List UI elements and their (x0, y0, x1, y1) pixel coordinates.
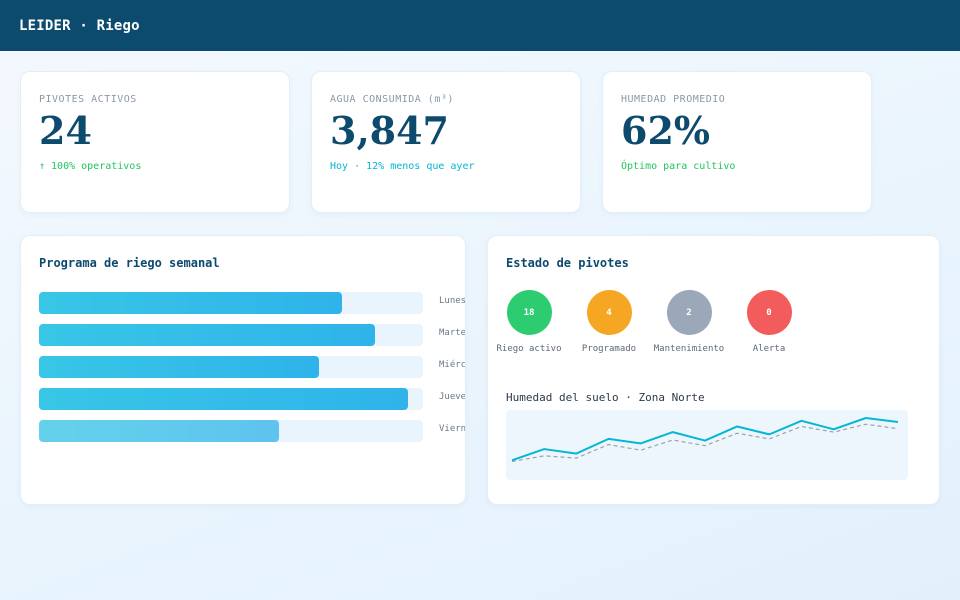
pivot-status-circle: 2 (666, 290, 712, 335)
pivot-status-label: Mantenimiento (653, 344, 725, 354)
pivot-status-programado[interactable]: 4 Programado (569, 290, 649, 354)
kpi-value: 3,847 (330, 108, 449, 153)
pivot-status-riego-activo[interactable]: 18 Riego activo (489, 290, 569, 354)
pivot-status-alerta[interactable]: 0 Alerta (729, 290, 809, 354)
kpi-subtext: Hoy · 12% menos que ayer (330, 161, 475, 172)
app-title: LEIDER · Riego (19, 17, 140, 34)
kpi-card-active-pivots: PIVOTES ACTIVOS 24 ↑ 100% operativos (20, 71, 290, 213)
chart-background (506, 410, 908, 480)
pivot-status-panel: Estado de pivotes 18 Riego activo 4 Prog… (487, 235, 940, 505)
bar-track (39, 356, 423, 378)
bar-label: Viernes · 2h (439, 424, 466, 434)
bar-label: Jueves · 4h (439, 392, 466, 402)
bar-track (39, 420, 423, 442)
schedule-row[interactable]: Jueves · 4h (39, 388, 466, 410)
panel-title: Programa de riego semanal (39, 256, 220, 270)
schedule-row[interactable]: Lunes · 3h (39, 292, 466, 314)
kpi-card-avg-humidity: HUMEDAD PROMEDIO 62% Óptimo para cultivo (602, 71, 872, 213)
kpi-subtext: Óptimo para cultivo (621, 161, 736, 172)
pivot-status-circle: 4 (586, 290, 632, 335)
bar-fill (39, 324, 375, 346)
kpi-label: PIVOTES ACTIVOS (39, 94, 137, 105)
pivot-status-label: Programado (581, 344, 637, 354)
kpi-value: 24 (39, 108, 92, 153)
humidity-solid-series-line (511, 417, 899, 462)
humidity-chart-title: Humedad del suelo · Zona Norte (506, 391, 705, 404)
schedule-row[interactable]: Viernes · 2h (39, 420, 466, 442)
weekly-schedule-panel: Programa de riego semanal Lunes · 3h Mar… (20, 235, 466, 505)
kpi-label: AGUA CONSUMIDA (m³) (330, 94, 454, 105)
pivot-status-circle: 0 (746, 290, 792, 335)
pivot-status-label: Riego activo (496, 344, 562, 354)
panel-title: Estado de pivotes (506, 256, 629, 270)
bar-fill (39, 388, 408, 410)
bar-label: Miércoles · 2h (439, 360, 466, 370)
schedule-row[interactable]: Martes · 4h (39, 324, 466, 346)
bar-fill (39, 420, 279, 442)
top-bar: LEIDER · Riego (0, 0, 960, 51)
bar-label: Lunes · 3h (439, 296, 466, 306)
bar-track (39, 324, 423, 346)
bar-label: Martes · 4h (439, 328, 466, 338)
kpi-value: 62% (621, 108, 710, 153)
kpi-label: HUMEDAD PROMEDIO (621, 94, 726, 105)
humidity-dashed-series-line (511, 423, 899, 463)
humidity-line-chart (506, 410, 908, 480)
bar-track (39, 292, 423, 314)
bar-track (39, 388, 423, 410)
pivot-status-label: Alerta (752, 344, 786, 354)
pivot-status-circle: 18 (506, 290, 552, 335)
bar-fill (39, 292, 343, 314)
kpi-subtext: ↑ 100% operativos (39, 161, 142, 172)
pivot-status-mantenimiento[interactable]: 2 Mantenimiento (649, 290, 729, 354)
bar-fill (39, 356, 320, 378)
schedule-row[interactable]: Miércoles · 2h (39, 356, 466, 378)
kpi-card-water-consumed: AGUA CONSUMIDA (m³) 3,847 Hoy · 12% meno… (311, 71, 581, 213)
